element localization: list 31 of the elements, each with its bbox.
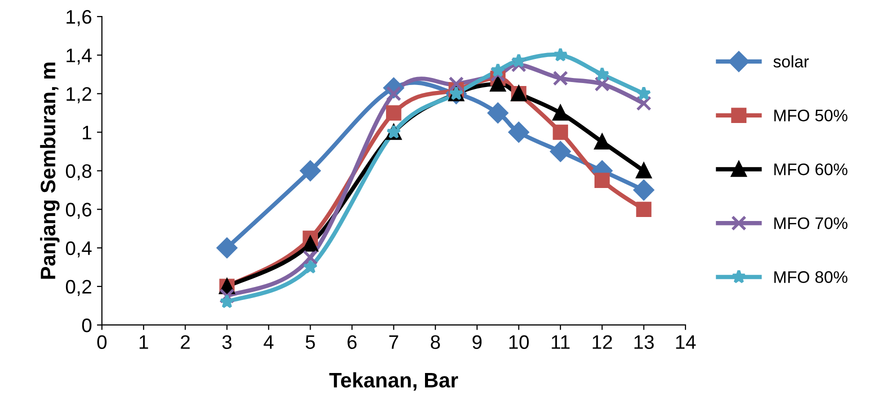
legend-label: MFO 50%	[774, 110, 848, 122]
y-tick-label: 0,8	[66, 164, 92, 180]
x-tick-label: 11	[552, 335, 570, 349]
y-tick-label: 1,2	[66, 87, 92, 104]
y-tick-label: 1,6	[66, 10, 92, 26]
x-tick-label: 5	[306, 335, 315, 349]
x-tick-label: 12	[592, 335, 612, 349]
x-axis-title: Tekanan, Bar	[329, 372, 458, 391]
x-tick-label: 10	[509, 335, 529, 349]
y-tick-label: 1	[82, 126, 92, 140]
legend-label: solar	[773, 55, 809, 68]
legend-label: MFO 80%	[774, 271, 848, 283]
y-axis-title: Panjang Semburan, m	[40, 62, 60, 279]
x-tick-label: 3	[222, 335, 232, 349]
x-tick-label: 14	[676, 335, 696, 349]
legend-label: MFO 60%	[774, 163, 848, 176]
x-tick-label: 1	[140, 335, 148, 349]
x-tick-label: 7	[389, 335, 398, 349]
x-tick-label: 4	[264, 335, 274, 349]
x-tick-label: 0	[97, 335, 107, 349]
x-tick-label: 9	[472, 335, 482, 349]
x-tick-label: 13	[634, 335, 654, 349]
y-tick-label: 0,2	[66, 280, 92, 296]
y-tick-label: 0,6	[66, 202, 92, 219]
y-tick-label: 0	[82, 318, 92, 332]
legend-label: MFO 70%	[774, 217, 848, 230]
x-tick-label: 6	[348, 335, 357, 349]
y-tick-label: 1,4	[66, 48, 92, 65]
y-tick-label: 0,4	[66, 241, 92, 258]
x-tick-label: 2	[180, 335, 190, 349]
x-tick-label: 8	[430, 335, 440, 349]
